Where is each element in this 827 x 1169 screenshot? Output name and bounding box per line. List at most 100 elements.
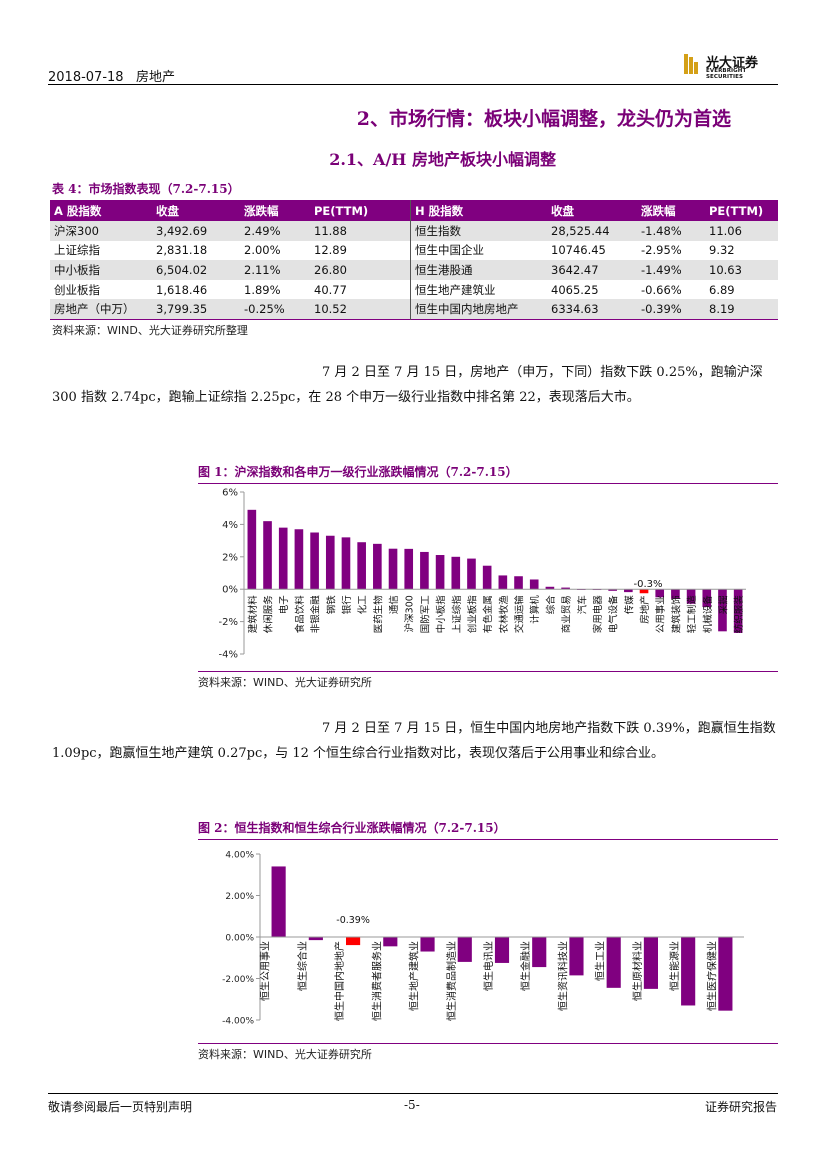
bar — [271, 866, 286, 937]
bar — [545, 586, 555, 590]
table-header-cell: 涨跌幅 — [240, 200, 310, 221]
table-cell: 3642.47 — [547, 260, 637, 280]
fig2-caption: 图 2：恒生指数和恒生综合行业涨跌幅情况（7.2-7.15） — [198, 821, 506, 835]
bar — [263, 521, 272, 590]
bar — [294, 529, 304, 590]
highlight-data-label: -0.3% — [634, 579, 663, 590]
fig1-caption: 图 1：沪深指数和各申万一级行业涨跌幅情况（7.2-7.15） — [198, 465, 518, 479]
category-label: 商业贸易 — [561, 595, 573, 633]
bar — [247, 509, 257, 590]
category-label: 综合 — [545, 595, 557, 615]
category-label: 恒生消费者服务业 — [370, 941, 383, 1021]
table-row: 创业板指 1,618.46 1.89% 40.77 恒生地产建筑业 4065.25 -0.6… — [50, 279, 778, 300]
table-row: 沪深300 3,492.69 2.49% 11.88 恒生指数 28,525.44 -1.4… — [50, 221, 778, 241]
footer-report-type: 证券研究报告 — [704, 1100, 777, 1114]
logo: 光大证券 EVERBRIGHT SECURITIES — [684, 52, 784, 80]
bar — [639, 589, 649, 594]
y-tick-label: -4% — [219, 650, 238, 661]
category-label: 医药生物 — [372, 595, 384, 634]
bar — [482, 565, 492, 590]
category-label: 计算机 — [529, 595, 541, 624]
category-label: 房地产 — [639, 595, 651, 624]
paragraph-1: 7 月 2 日至 7 月 15 日，房地产（申万，下同）指数下跌 0.25%，跑… — [52, 365, 763, 405]
table-header-cell: 收盘 — [152, 200, 240, 221]
table-cell: 10.63 — [705, 260, 778, 280]
header-sector: 房地产 — [135, 70, 175, 85]
table-cell: 6.89 — [709, 282, 735, 297]
category-label: 传媒 — [623, 595, 635, 615]
category-label: 公用事业 — [655, 595, 667, 633]
table-cell: 9.32 — [709, 243, 735, 258]
fig1-top-rule — [198, 483, 778, 484]
bar — [529, 579, 539, 590]
table-cell: 2.00% — [244, 243, 281, 258]
category-label: 恒生能源业 — [668, 941, 681, 991]
table-cell: 中小板指 — [50, 260, 152, 280]
table-header-row: A 股指数 收盘 涨跌幅 PE(TTM) H 股指数 收盘 涨跌幅 PE(TTM… — [50, 200, 778, 221]
y-tick-label: -2% — [219, 617, 238, 628]
logo-name-cn: 光大证券 — [706, 56, 759, 71]
table-cell: 12.89 — [314, 243, 347, 258]
bar — [404, 548, 414, 590]
bar — [383, 937, 398, 947]
category-label: 创业板指 — [466, 595, 478, 634]
category-label: 交通运输 — [514, 595, 526, 634]
table-row: 中小板指 6,504.02 2.11% 26.80 恒生港股通 3642.47 -1.49%… — [50, 260, 778, 280]
fig1-source: 资料来源：WIND、光大证券研究所 — [198, 676, 372, 689]
table-row: 上证综指 2,831.18 2.00% 12.89 恒生中国企业 10746.45 -2.9… — [50, 240, 778, 261]
table-cell: -1.48% — [637, 221, 705, 241]
bar — [681, 937, 696, 1006]
bar — [278, 527, 288, 590]
bar — [569, 937, 584, 976]
category-label: 食品饮料 — [294, 595, 306, 634]
table-cell: 4065.25 — [551, 282, 599, 297]
table-cell: 2.11% — [240, 260, 310, 280]
bar — [310, 532, 319, 590]
category-label: 通信 — [388, 595, 400, 614]
category-label: 机械设备 — [702, 595, 714, 634]
y-tick-label: 4% — [222, 520, 238, 531]
bar — [308, 937, 323, 941]
category-label: 恒生电讯业 — [482, 941, 495, 991]
category-label: 轻工制造 — [686, 595, 698, 634]
table-cell: 3,492.69 — [152, 221, 240, 241]
fig2-bottom-rule — [198, 1043, 778, 1044]
table-cell: 恒生指数 — [410, 221, 547, 241]
category-label: 汽车 — [576, 595, 588, 614]
footer-disclaimer: 敬请参阅最后一页特别声明 — [48, 1100, 193, 1114]
category-label: 中小板指 — [435, 595, 447, 634]
table-header-cell: H 股指数 — [410, 200, 547, 221]
fig2-top-rule — [198, 839, 778, 840]
header-date: 2018-07-18 — [48, 70, 124, 85]
table-cell: 1.89% — [244, 282, 281, 297]
table-header-cell: A 股指数 — [50, 200, 152, 221]
section-title: 2、市场行情：板块小幅调整，龙头仍为首选 — [356, 108, 731, 130]
table-cell: 10746.45 — [551, 243, 606, 258]
bar — [494, 937, 510, 963]
category-label: 家用电器 — [592, 595, 604, 634]
category-label: 钢铁 — [325, 595, 337, 615]
table-cell: 11.06 — [705, 221, 778, 241]
category-label: 农林牧渔 — [498, 595, 510, 634]
category-label: 恒生医疗保健业 — [705, 941, 718, 1011]
category-label: 恒生公用事业 — [259, 941, 272, 1001]
category-label: 电气设备 — [608, 595, 620, 634]
category-label: 有色金属 — [482, 595, 494, 633]
category-label: 化工 — [357, 595, 369, 615]
market-index-table: A 股指数 收盘 涨跌幅 PE(TTM) H 股指数 收盘 涨跌幅 PE(TTM… — [50, 200, 778, 320]
bar — [388, 548, 398, 590]
fig1-bottom-rule — [198, 671, 778, 672]
y-tick-label: 4.00% — [225, 851, 254, 861]
bar — [420, 937, 435, 952]
table-cell: 40.77 — [314, 282, 347, 297]
footer-page-number: -5- — [404, 1098, 420, 1112]
bar — [325, 535, 335, 590]
category-label: 国防军工 — [419, 595, 431, 634]
category-label: 上证综指 — [451, 595, 463, 634]
table-header-cell: 涨跌幅 — [637, 200, 705, 221]
category-label: 恒生原材料业 — [631, 941, 644, 1001]
bar — [561, 587, 570, 590]
logo-mark-icon — [684, 54, 698, 74]
paragraph-2: 7 月 2 日至 7 月 15 日，恒生中国内地房地产指数下跌 0.39%，跑赢… — [52, 721, 776, 761]
table-cell: 沪深300 — [50, 221, 152, 241]
